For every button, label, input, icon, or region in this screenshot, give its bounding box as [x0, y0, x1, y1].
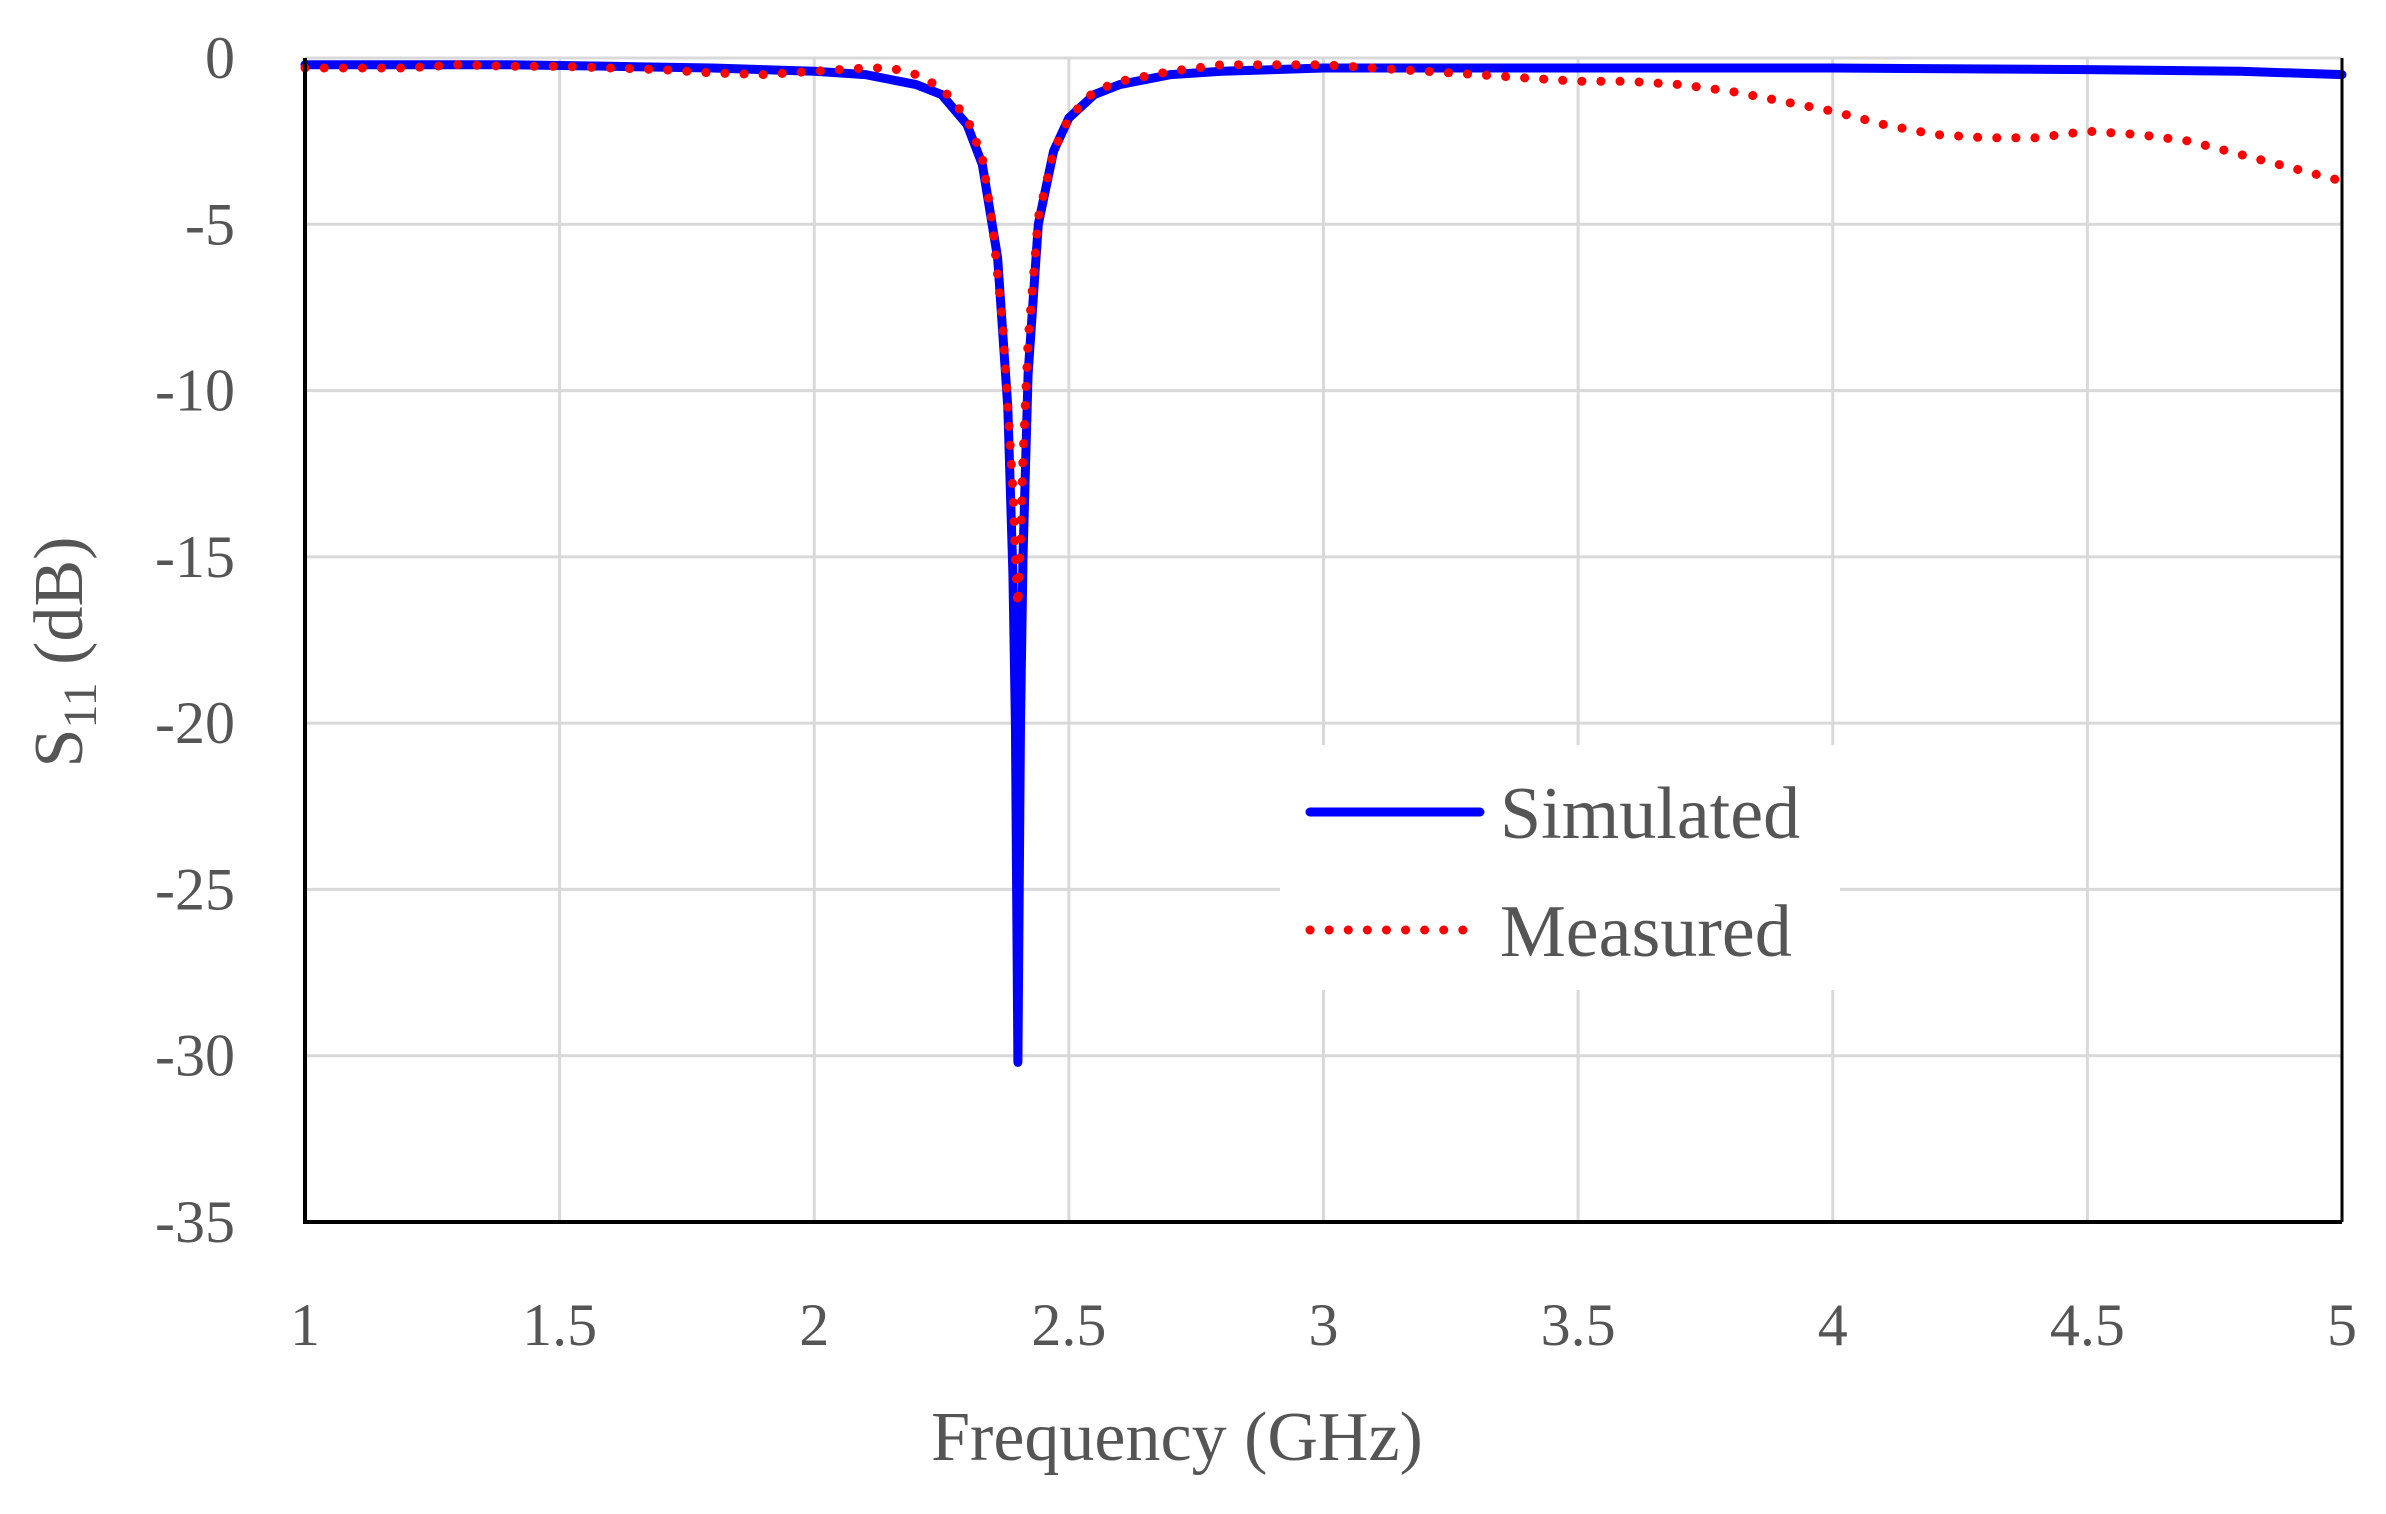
y-axis-title-suffix: (dB)	[21, 537, 98, 683]
x-axis-title: Frequency (GHz)	[931, 1399, 1423, 1476]
legend-label-measured: Measured	[1500, 891, 1792, 973]
y-tick-label: 0	[205, 25, 235, 91]
series-measured-line	[300, 60, 2347, 612]
y-tick-label: -15	[155, 524, 235, 590]
x-tick-label: 1.5	[522, 1292, 597, 1358]
x-tick-label: 4.5	[2050, 1292, 2125, 1358]
x-tick-label: 3	[1309, 1292, 1339, 1358]
x-tick-label: 5	[2327, 1292, 2357, 1358]
y-tick-label: -10	[155, 358, 235, 424]
y-tick-label: -30	[155, 1023, 235, 1089]
y-tick-label: -25	[155, 856, 235, 922]
axes	[303, 58, 2344, 1224]
x-tick-label: 4	[1818, 1292, 1848, 1358]
tick-labels: 1 1.5 2 2.5 3 3.5 4 4.5 5 0 -5 -10 -15 -20 -25 -30 -35	[155, 25, 2357, 1358]
legend-label-simulated: Simulated	[1500, 773, 1800, 855]
y-axis-title-subscript: 11	[54, 682, 107, 728]
y-axis-title: S11 (dB)	[21, 537, 107, 768]
x-tick-label: 1	[290, 1292, 320, 1358]
y-axis-title-main: S	[21, 729, 98, 768]
y-tick-label: -20	[155, 690, 235, 756]
legend: Simulated Measured	[1280, 745, 1840, 990]
series-group	[300, 60, 2347, 1067]
y-tick-label: -35	[155, 1189, 235, 1255]
y-tick-label: -5	[185, 191, 235, 257]
x-tick-label: 3.5	[1541, 1292, 1616, 1358]
x-tick-label: 2	[799, 1292, 829, 1358]
legend-box	[1280, 745, 1840, 990]
x-tick-label: 2.5	[1031, 1292, 1106, 1358]
